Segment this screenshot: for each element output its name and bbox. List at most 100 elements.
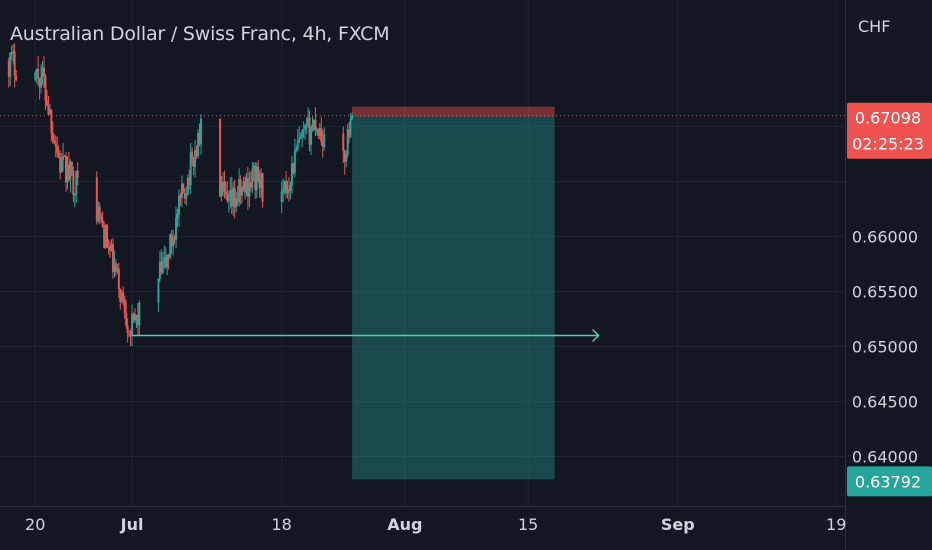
drawings[interactable] — [0, 115, 845, 343]
candle-body — [293, 150, 296, 173]
candle-body — [286, 189, 289, 194]
candle-body — [342, 133, 345, 151]
candle-body — [298, 138, 301, 141]
last-price-label-box — [847, 102, 932, 159]
candle-body — [220, 186, 223, 197]
candle-body — [43, 67, 46, 77]
candle-body — [311, 123, 314, 131]
candle-body — [299, 136, 302, 139]
candle-body — [73, 194, 76, 196]
candle-body — [125, 313, 128, 326]
candle-body — [54, 143, 57, 147]
candle-body — [257, 166, 260, 181]
candle-body — [183, 193, 186, 199]
candle-body — [62, 156, 65, 161]
candle-body — [177, 195, 180, 214]
candle-body — [72, 170, 75, 195]
candle-body — [95, 177, 98, 222]
candle-body — [283, 181, 286, 189]
candle-body — [176, 213, 179, 218]
candle-body — [161, 261, 164, 274]
candle-body — [191, 152, 194, 159]
target-zone[interactable] — [352, 116, 555, 480]
candle-body — [238, 178, 241, 203]
candle-body — [251, 169, 254, 188]
candle-body — [76, 170, 79, 178]
candle-body — [307, 117, 310, 125]
price-axis-panel[interactable] — [845, 0, 932, 550]
candle-body — [7, 60, 10, 77]
candle-body — [166, 254, 169, 267]
candle-body — [69, 161, 72, 180]
candle-body — [50, 109, 53, 133]
candle-body — [41, 67, 44, 78]
candle-body — [282, 188, 285, 192]
candle-body — [351, 115, 354, 119]
candle-body — [75, 170, 78, 195]
candle-body — [131, 313, 134, 337]
candle-body — [242, 181, 245, 188]
candle-body — [160, 261, 163, 274]
last-price-label-sub: 02:25:23 — [852, 135, 924, 154]
candle-body — [345, 154, 348, 162]
candle-body — [15, 75, 18, 80]
candle-body — [48, 109, 51, 115]
candle-body — [241, 187, 244, 196]
candle-body — [170, 234, 173, 246]
candle-body — [38, 78, 41, 88]
candle-body — [239, 178, 242, 196]
candle-body — [189, 152, 192, 186]
currency-label: CHF — [858, 17, 891, 36]
candle-body — [67, 165, 70, 180]
candle-body — [348, 129, 351, 137]
candle-body — [224, 191, 227, 195]
last-price-label: 0.67098 — [855, 109, 921, 128]
candle-body — [9, 52, 12, 77]
candle-body — [221, 181, 224, 187]
y-tick-label: 0.66000 — [852, 228, 918, 247]
candle-body — [63, 156, 66, 158]
candle-body — [35, 68, 38, 74]
candle-body — [120, 292, 123, 303]
time-axis-panel[interactable] — [0, 506, 845, 550]
target-price-label: 0.63792 — [855, 472, 921, 491]
candle-body — [323, 133, 326, 147]
candle-body — [70, 161, 73, 171]
candle-body — [197, 132, 200, 157]
candle-body — [122, 292, 125, 299]
candle-body — [113, 262, 116, 272]
candle-body — [175, 217, 178, 240]
candle-body — [199, 118, 202, 145]
stop-zone[interactable] — [352, 106, 555, 117]
candle-body — [226, 194, 229, 201]
candle-body — [180, 183, 183, 198]
candle-body — [301, 130, 304, 137]
x-tick-label: Jul — [120, 515, 144, 534]
candle-body — [34, 73, 37, 80]
candle-body — [230, 190, 233, 207]
candle-body — [10, 52, 13, 54]
candle-body — [229, 190, 232, 197]
x-tick-label: Sep — [661, 515, 695, 534]
candle-body — [318, 128, 321, 136]
candle-body — [182, 183, 185, 194]
candle-body — [349, 118, 352, 137]
support-ray-arrowhead — [592, 328, 600, 343]
candle-body — [194, 149, 197, 167]
x-tick-label: 20 — [25, 515, 45, 534]
position-tool[interactable] — [352, 106, 555, 480]
price-candles — [7, 43, 354, 347]
candle-body — [40, 77, 43, 88]
candle-body — [252, 165, 255, 170]
x-tick-label: 19 — [826, 515, 846, 534]
candle-body — [123, 298, 126, 314]
candle-body — [132, 313, 135, 315]
candle-body — [223, 181, 226, 192]
candle-body — [164, 257, 167, 267]
candle-body — [321, 142, 324, 147]
candle-body — [116, 268, 119, 272]
candle-body — [163, 257, 166, 262]
candle-body — [57, 152, 60, 157]
chart-title: Australian Dollar / Swiss Franc, 4h, FXC… — [10, 23, 390, 45]
